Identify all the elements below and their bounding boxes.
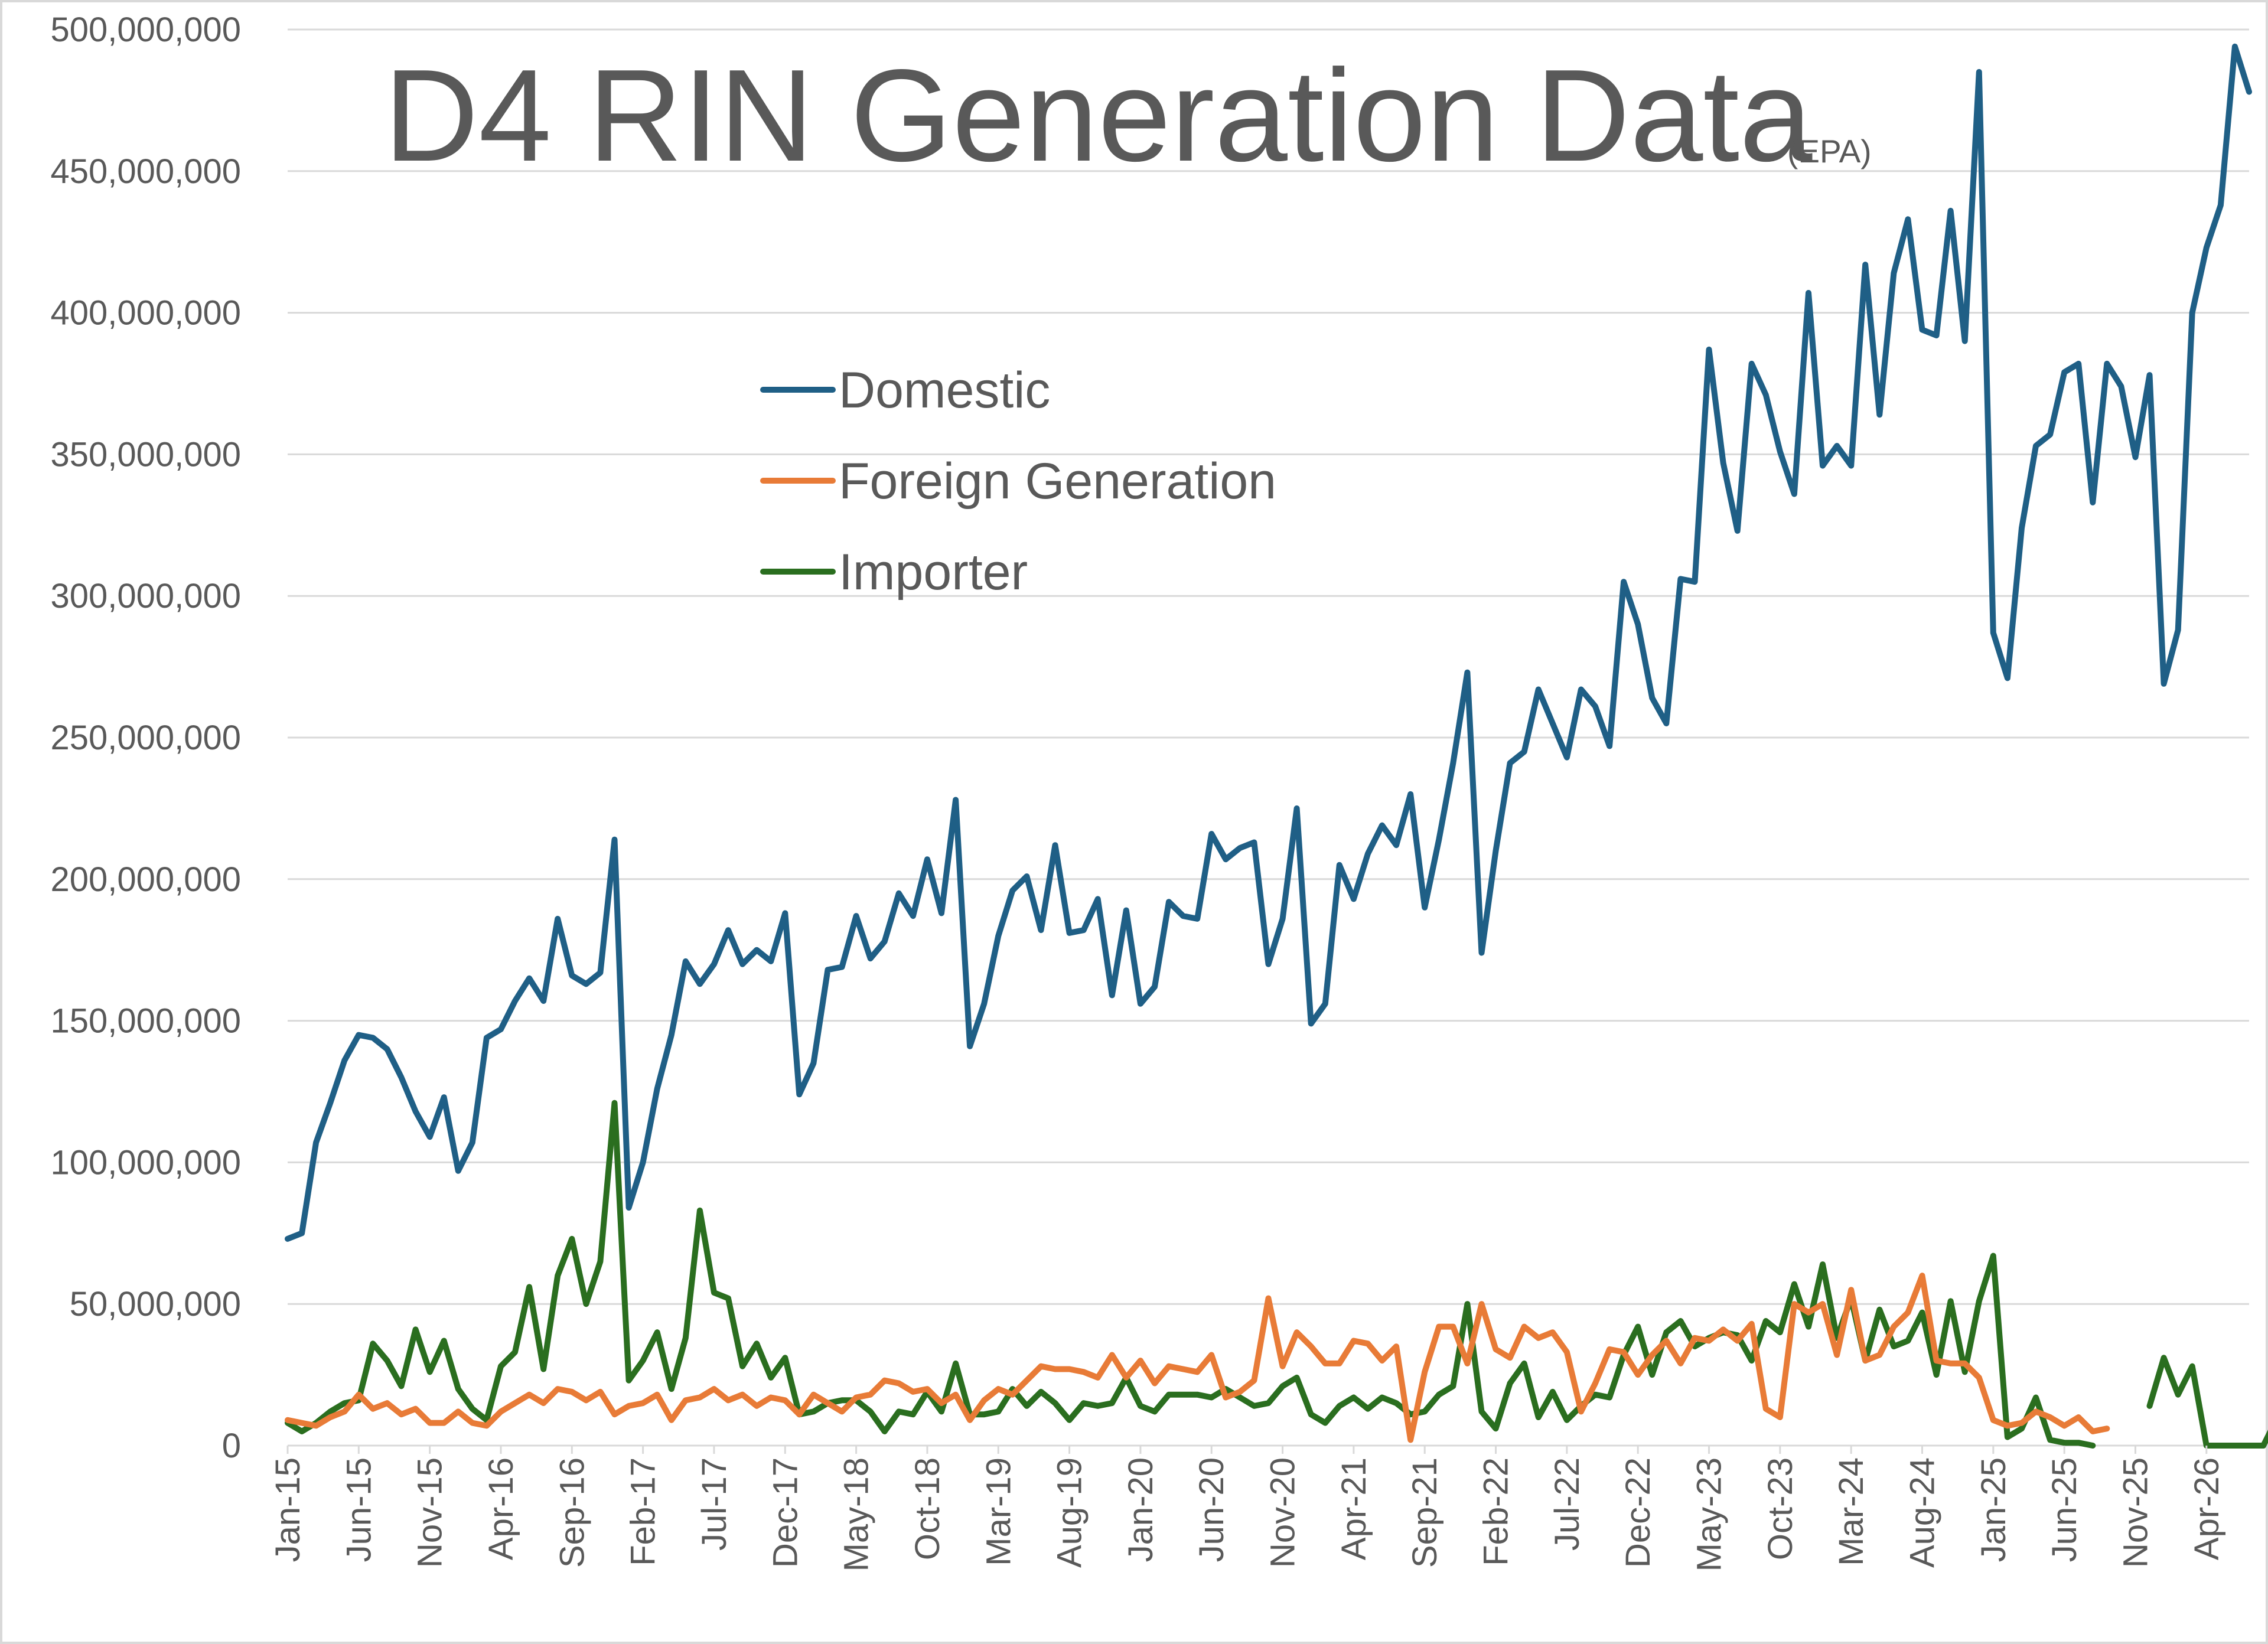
- x-tick-label: Dec-22: [1619, 1457, 1657, 1568]
- series-lines: [285, 43, 2268, 1449]
- x-tick-label: Jun-25: [2045, 1457, 2084, 1562]
- x-tick-label: Aug-19: [1051, 1457, 1089, 1568]
- x-tick-label: Nov-15: [411, 1457, 449, 1568]
- x-tick-label: Nov-20: [1264, 1457, 1302, 1568]
- y-tick-label: 450,000,000: [50, 152, 241, 191]
- x-tick-label: Apr-26: [2188, 1457, 2226, 1560]
- x-tick-label: Jan-25: [1974, 1457, 2013, 1562]
- x-tick-label: Jan-15: [269, 1457, 307, 1562]
- x-tick-label: Jul-17: [695, 1457, 734, 1551]
- x-tick-label: Jul-22: [1548, 1457, 1586, 1551]
- x-tick-label: May-18: [838, 1457, 876, 1571]
- legend-label-foreign-generation: Foreign Generation: [839, 453, 1276, 510]
- y-tick-label: 350,000,000: [50, 435, 241, 474]
- series-line-importer: [285, 1100, 2268, 1449]
- x-tick-label: Mar-19: [979, 1457, 1018, 1566]
- x-tick-label: Sep-21: [1406, 1457, 1444, 1568]
- x-tick-label: Mar-24: [1832, 1457, 1871, 1566]
- chart-subtitle: (EPA): [1787, 133, 1872, 169]
- x-tick-label: Jun-20: [1192, 1457, 1231, 1562]
- x-tick-label: Apr-21: [1335, 1457, 1373, 1560]
- y-axis-ticks: 0 50,000,000 100,000,000 150,000,000 200,000…: [50, 11, 241, 1465]
- x-tick-label: Apr-16: [482, 1457, 520, 1560]
- y-tick-label: 400,000,000: [50, 294, 241, 332]
- legend: Domestic Foreign Generation Importer: [760, 362, 1276, 601]
- y-tick-label: 150,000,000: [50, 1002, 241, 1040]
- x-tick-label: Dec-17: [766, 1457, 804, 1568]
- y-tick-label: 250,000,000: [50, 719, 241, 757]
- x-tick-label: Oct-18: [908, 1457, 947, 1560]
- series-line-domestic: [285, 43, 2252, 1242]
- x-tick-label: Nov-25: [2116, 1457, 2155, 1568]
- x-tick-label: May-23: [1690, 1457, 1729, 1571]
- x-axis-ticks: Jan-15 Jun-15 Nov-15 Apr-16 Sep-16 Feb-17 Jul-…: [269, 1446, 2226, 1571]
- legend-label-importer: Importer: [839, 544, 1028, 601]
- chart-title: D4 RIN Generation Data: [384, 43, 1813, 189]
- series-line-foreign-generation: [285, 1273, 2110, 1443]
- y-tick-label: 0: [222, 1427, 241, 1465]
- x-tick-label: Oct-23: [1761, 1457, 1800, 1560]
- y-tick-label: 100,000,000: [50, 1143, 241, 1182]
- x-tick-label: Sep-16: [553, 1457, 591, 1568]
- y-tick-label: 200,000,000: [50, 860, 241, 899]
- x-tick-label: Feb-22: [1477, 1457, 1516, 1566]
- legend-label-domestic: Domestic: [839, 362, 1050, 419]
- x-tick-label: Aug-24: [1904, 1457, 1942, 1568]
- x-tick-label: Jun-15: [340, 1457, 378, 1562]
- x-tick-label: Feb-17: [624, 1457, 663, 1566]
- y-tick-label: 50,000,000: [70, 1285, 241, 1323]
- y-tick-label: 300,000,000: [50, 577, 241, 615]
- y-tick-label: 500,000,000: [50, 11, 241, 49]
- x-tick-label: Jan-20: [1122, 1457, 1160, 1562]
